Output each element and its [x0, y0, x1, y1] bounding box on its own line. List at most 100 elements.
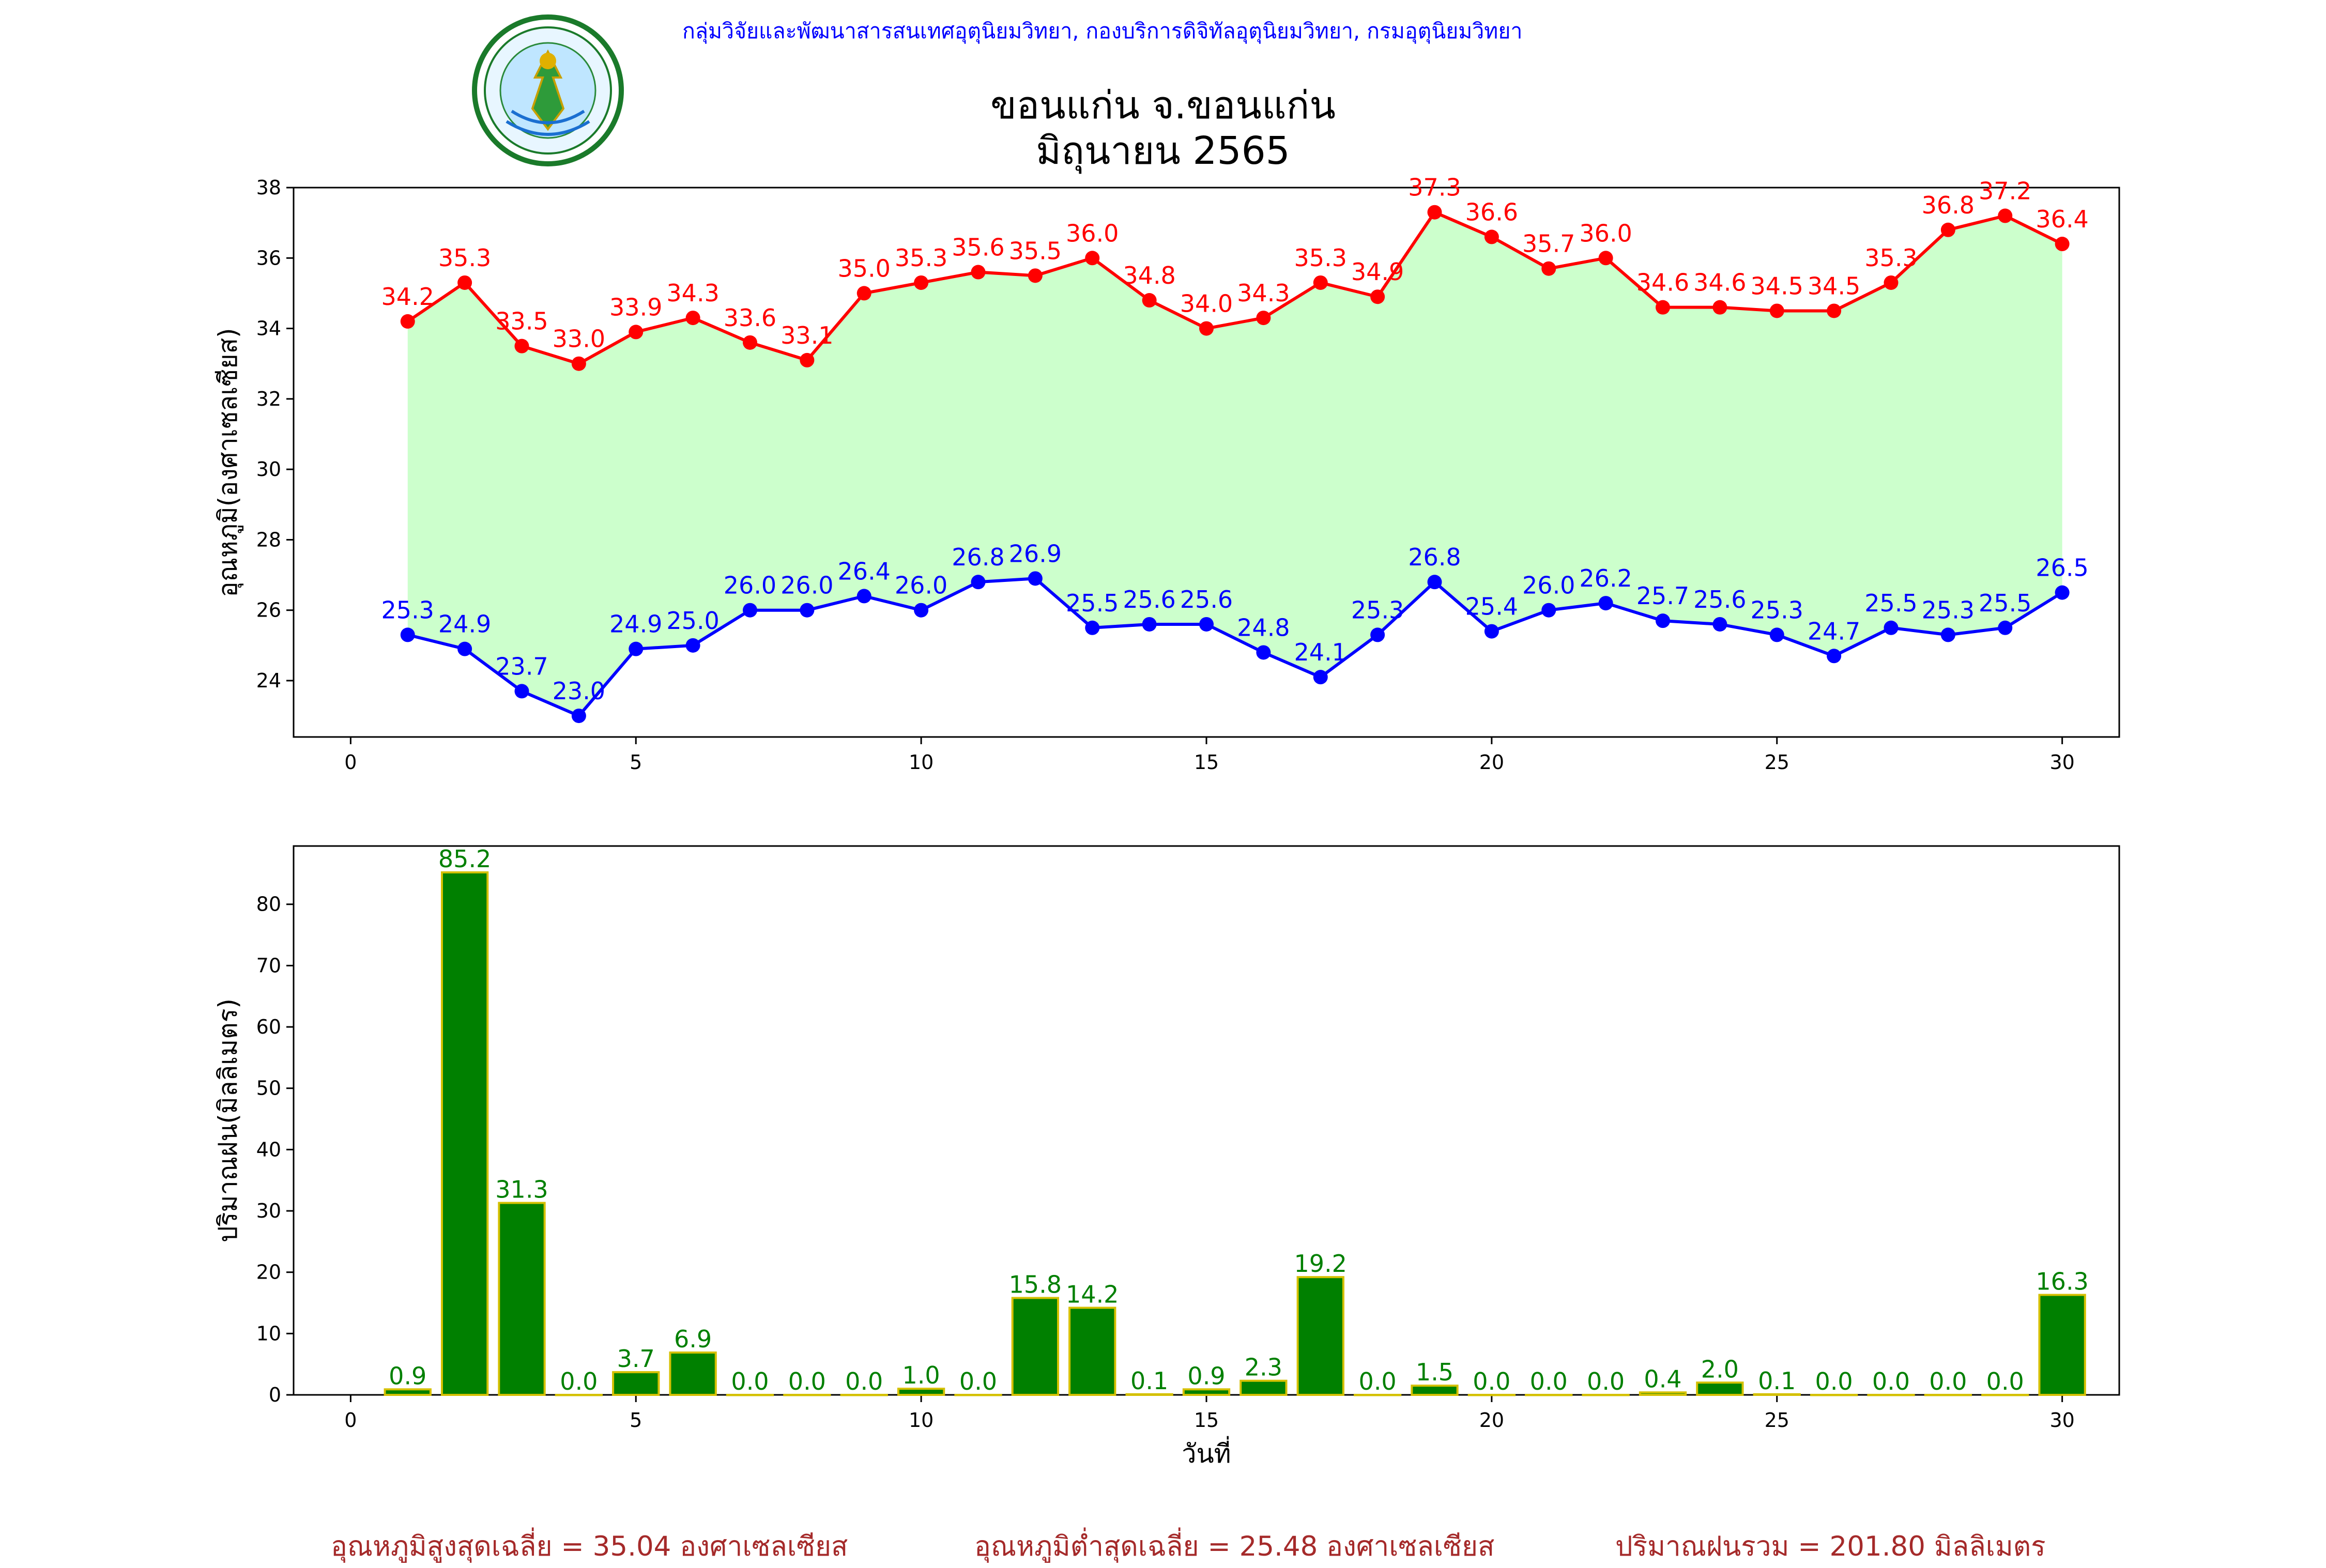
header-credit: กลุ่มวิจัยและพัฒนาสารสนเทศอุตุนิยมวิทยา,… [682, 19, 1523, 43]
rainfall-ytick-label: 40 [256, 1138, 281, 1161]
rainfall-bar [897, 1388, 945, 1396]
rainfall-value-label: 0.0 [560, 1367, 598, 1395]
min-temp-value-label: 24.7 [1808, 617, 1860, 645]
max-temp-point [1769, 303, 1784, 318]
max-temp-point [1940, 222, 1955, 237]
min-temp-value-label: 25.5 [1864, 589, 1917, 617]
max-temp-point [1656, 300, 1670, 315]
temperature-xtick-label: 30 [2049, 751, 2074, 774]
max-temp-point [2055, 237, 2070, 252]
rainfall-bar [440, 871, 489, 1396]
rainfall-bar [1125, 1393, 1173, 1396]
rainfall-bar [1753, 1393, 1801, 1396]
max-temp-point [971, 265, 986, 280]
min-temp-point [1028, 571, 1043, 586]
min-temp-value-label: 26.0 [1522, 572, 1575, 599]
rainfall-value-label: 0.9 [1187, 1362, 1225, 1390]
rainfall-value-label: 0.4 [1644, 1365, 1681, 1393]
rainfall-ytick-label: 30 [256, 1200, 281, 1222]
min-temp-value-label: 25.4 [1465, 593, 1518, 621]
rainfall-value-label: 0.0 [788, 1367, 826, 1395]
max-temp-point [1313, 275, 1328, 290]
max-temp-point [1484, 229, 1499, 244]
max-temp-value-label: 37.3 [1408, 174, 1461, 202]
min-temp-value-label: 23.0 [553, 677, 605, 705]
max-temp-point [457, 275, 472, 290]
min-temp-point [1940, 627, 1955, 642]
rainfall-value-label: 2.3 [1245, 1354, 1282, 1381]
rainfall-bar [384, 1388, 432, 1396]
chart-title: ขอนแก่น จ.ขอนแก่น มิถุนายน 2565 [853, 83, 1473, 174]
max-temp-point [1998, 208, 2013, 223]
max-temp-value-label: 33.1 [781, 321, 833, 349]
temperature-ytick-label: 26 [256, 599, 281, 622]
min-temp-value-label: 24.9 [438, 610, 491, 638]
temperature-xtick-label: 25 [1765, 751, 1789, 774]
rainfall-bar [1011, 1297, 1060, 1396]
max-temp-value-label: 35.3 [1864, 244, 1917, 272]
max-temp-value-label: 33.6 [724, 304, 776, 332]
max-temp-point [1370, 289, 1385, 304]
min-temp-value-label: 25.0 [666, 607, 719, 635]
summary-max-average: อุณหภูมิสูงสุดเฉลี่ย = 35.04 องศาเซลเซีย… [331, 1531, 848, 1562]
max-temp-value-label: 34.6 [1693, 269, 1746, 297]
min-temp-point [400, 627, 415, 642]
max-temp-value-label: 37.2 [1979, 177, 2031, 205]
min-temp-point [971, 575, 986, 590]
rainfall-bar [1696, 1381, 1744, 1396]
max-temp-point [856, 286, 871, 301]
temperature-range-fill [407, 212, 2062, 716]
min-temp-point [1827, 649, 1842, 664]
max-temp-value-label: 35.6 [952, 234, 1004, 262]
rainfall-bar [1182, 1388, 1231, 1396]
rainfall-value-label: 0.0 [1815, 1367, 1853, 1395]
max-temp-value-label: 36.4 [2036, 205, 2088, 233]
min-temp-point [856, 589, 871, 604]
rainfall-bar [2038, 1294, 2086, 1396]
temperature-xtick-label: 0 [344, 751, 357, 774]
max-temp-point [571, 356, 586, 371]
max-temp-value-label: 33.5 [495, 308, 548, 335]
max-temp-value-label: 34.8 [1123, 262, 1175, 289]
rainfall-value-label: 16.3 [2036, 1268, 2088, 1296]
rainfall-value-label: 15.8 [1009, 1271, 1062, 1299]
rainfall-xtick-label: 0 [344, 1409, 357, 1432]
rainfall-value-label: 0.0 [731, 1367, 769, 1395]
max-temp-point [1199, 321, 1214, 336]
max-temp-value-label: 36.8 [1922, 191, 1975, 219]
temperature-xtick-label: 20 [1479, 751, 1504, 774]
rainfall-value-label: 0.1 [1130, 1367, 1168, 1395]
max-temp-value-label: 35.0 [838, 254, 891, 282]
max-temp-point [914, 275, 929, 290]
max-temp-point [1884, 275, 1899, 290]
rainfall-bar [1411, 1385, 1459, 1396]
min-temp-value-label: 24.8 [1237, 613, 1290, 641]
min-temp-value-label: 26.2 [1579, 564, 1632, 592]
rainfall-value-label: 0.0 [1929, 1367, 1967, 1395]
temperature-ytick-label: 24 [256, 669, 281, 692]
min-temp-value-label: 26.8 [952, 543, 1004, 571]
max-temp-value-label: 36.0 [1579, 219, 1632, 247]
max-temp-line [407, 210, 2063, 365]
chart-title-month: มิถุนายน 2565 [1036, 129, 1290, 173]
max-temp-point [400, 314, 415, 329]
min-temp-point [1370, 627, 1385, 642]
min-temp-line [407, 577, 2063, 718]
rainfall-bar [612, 1371, 660, 1396]
rainfall-value-label: 0.0 [1872, 1367, 1910, 1395]
max-temp-value-label: 33.0 [553, 325, 605, 353]
rainfall-value-label: 0.0 [1530, 1367, 1568, 1395]
rainfall-value-label: 19.2 [1294, 1250, 1347, 1278]
min-temp-value-label: 26.5 [2036, 554, 2088, 582]
rainfall-xtick-label: 10 [909, 1409, 934, 1432]
max-temp-point [1598, 251, 1613, 266]
rainfall-bar [1296, 1276, 1344, 1396]
min-temp-point [1712, 617, 1727, 632]
rainfall-value-label: 0.0 [1587, 1367, 1625, 1395]
rainfall-value-label: 0.0 [1473, 1367, 1510, 1395]
min-temp-point [1427, 575, 1442, 590]
min-temp-value-label: 25.6 [1180, 586, 1233, 613]
rainfall-value-label: 0.0 [845, 1367, 883, 1395]
min-temp-value-label: 25.3 [1922, 596, 1975, 624]
min-temp-point [571, 709, 586, 724]
